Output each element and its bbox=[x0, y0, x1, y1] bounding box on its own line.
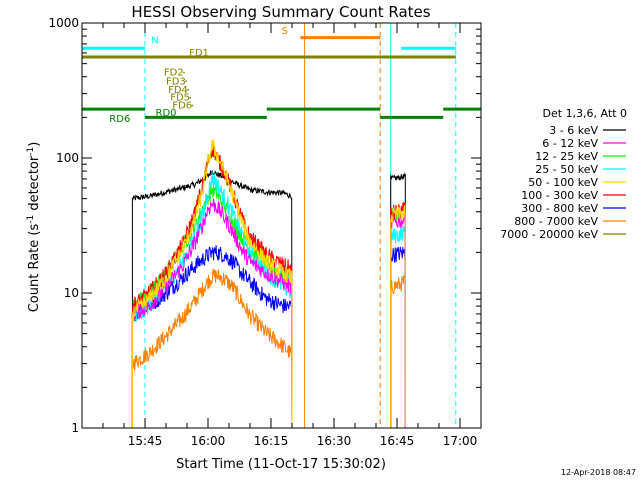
legend-label-3-6-kev: 3 - 6 keV bbox=[549, 124, 598, 137]
y-tick-label: 100 bbox=[56, 151, 79, 165]
series-line-3-6-kev bbox=[131, 170, 293, 428]
y-axis-label: Count Rate (s-1 detector-1) bbox=[26, 142, 42, 313]
flag-label-fd5: FD5 bbox=[170, 93, 190, 104]
x-tick-label: 16:30 bbox=[317, 434, 352, 448]
flag-dot-fd5 bbox=[189, 96, 192, 99]
series-line-25-50-kev bbox=[390, 225, 406, 428]
x-tick-label: 16:00 bbox=[191, 434, 226, 448]
y-axis-label-sup-1: -1 bbox=[26, 215, 36, 224]
legend-label-800-7000-kev: 800 - 7000 keV bbox=[514, 215, 598, 228]
flag-label-fd6: FD6 bbox=[172, 100, 192, 111]
legend-label-50-100-kev: 50 - 100 keV bbox=[528, 176, 598, 189]
flag-label-fd3: FD3 bbox=[166, 76, 186, 87]
flag-label-s: S bbox=[282, 26, 288, 37]
y-tick-label: 10 bbox=[64, 286, 79, 300]
flag-label-rd0: RD0 bbox=[156, 108, 177, 119]
y-axis-label-main: Count Rate (s bbox=[27, 224, 42, 313]
series-line-6-12-kev bbox=[131, 198, 293, 428]
series-line-300-800-kev bbox=[131, 245, 293, 428]
x-tick-label: 16:45 bbox=[380, 434, 415, 448]
plot-frame bbox=[81, 22, 482, 429]
timestamp: 12-Apr-2018 08:47 bbox=[561, 468, 636, 477]
legend-label-100-300-kev: 100 - 300 keV bbox=[521, 189, 598, 202]
series-line-800-7000-kev bbox=[131, 268, 293, 428]
legend-title: Det 1,3,6, Att 0 bbox=[543, 107, 627, 120]
legend-label-300-800-kev: 300 - 800 keV bbox=[521, 202, 598, 215]
y-axis-label-end: ) bbox=[27, 142, 42, 147]
x-axis-label: Start Time (11-Oct-17 15:30:02) bbox=[176, 457, 386, 472]
legend-label-7000-20000-kev: 7000 - 20000 keV bbox=[500, 228, 598, 241]
x-tick-label: 16:15 bbox=[254, 434, 289, 448]
flag-label-rd6: RD6 bbox=[109, 114, 130, 125]
x-tick-label: 15:45 bbox=[128, 434, 163, 448]
flag-label-n: N bbox=[151, 36, 158, 47]
flag-dot-fd2 bbox=[183, 71, 185, 74]
axes: 1 10 100 1000 15:45 16:00 16:15 16:30 16:45 17:00 bbox=[48, 16, 482, 448]
series-line-50-100-kev bbox=[131, 139, 293, 428]
flag-dot-fd4 bbox=[187, 88, 190, 91]
y-tick-label: 1 bbox=[71, 421, 79, 435]
series-line-3-6-kev bbox=[390, 172, 406, 428]
chart-title: HESSI Observing Summary Count Rates bbox=[131, 3, 430, 21]
series-line-50-100-kev bbox=[390, 204, 406, 428]
flag-dot-fd6 bbox=[191, 104, 194, 107]
series-line-300-800-kev bbox=[390, 246, 406, 428]
legend-label-25-50-kev: 25 - 50 keV bbox=[535, 163, 598, 176]
series-line-800-7000-kev bbox=[390, 274, 406, 428]
legend-label-6-12-kev: 6 - 12 keV bbox=[542, 137, 598, 150]
x-tick-label: 17:00 bbox=[443, 434, 478, 448]
flag-label-fd1: FD1 bbox=[189, 48, 209, 59]
flag-dot-fd3 bbox=[185, 80, 187, 83]
flag-label-fd4: FD4 bbox=[168, 85, 188, 96]
y-axis-label-sup-2: -1 bbox=[26, 147, 36, 156]
flag-label-fd2: FD2 bbox=[164, 67, 184, 78]
y-tick-label: 1000 bbox=[48, 16, 79, 30]
legend-label-12-25-kev: 12 - 25 keV bbox=[535, 150, 598, 163]
y-axis-label-mid: detector bbox=[27, 155, 42, 215]
